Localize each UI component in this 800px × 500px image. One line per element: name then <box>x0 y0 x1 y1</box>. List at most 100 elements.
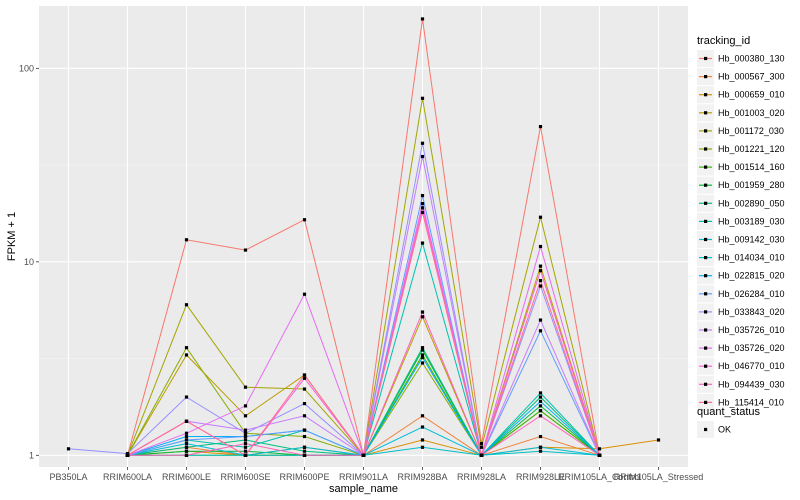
data-point <box>420 348 425 352</box>
x-axis-title: sample_name <box>329 483 398 495</box>
data-point <box>420 210 425 215</box>
legend-point <box>704 129 708 133</box>
data-point <box>243 248 248 252</box>
x-tick-label: RRIM928BA <box>397 472 447 482</box>
series-line-Hb_033843_020 <box>68 143 600 458</box>
data-point <box>420 414 425 418</box>
legend-tracking-id: tracking_id Hb_000380_130 Hb_000567_300 Hb… <box>697 35 785 411</box>
data-point <box>184 353 189 357</box>
legend-label: Hb_094439_030 <box>718 379 785 389</box>
legend-title: tracking_id <box>697 35 750 47</box>
data-point <box>538 395 543 399</box>
legend-label: Hb_000659_010 <box>718 90 785 100</box>
data-point <box>302 453 307 457</box>
legend-label: Hb_000567_300 <box>718 72 785 82</box>
x-tick-label: RRIM105LA_Stressed <box>614 472 704 482</box>
data-point <box>243 445 248 449</box>
data-point <box>243 428 248 432</box>
data-point <box>420 425 425 429</box>
data-point <box>479 441 484 446</box>
data-point <box>420 241 425 245</box>
x-tick-label: RRIM901LA <box>339 472 388 482</box>
data-point <box>538 409 543 413</box>
legend-quant-status: quant_status OK <box>697 406 760 438</box>
legend-point <box>704 274 708 278</box>
data-point <box>420 201 425 206</box>
data-point <box>538 244 543 249</box>
legend-label: Hb_000380_130 <box>718 54 785 64</box>
data-point <box>184 419 189 423</box>
data-point <box>597 453 602 457</box>
data-point <box>420 96 425 100</box>
data-point <box>420 154 425 159</box>
legend-point <box>704 75 708 79</box>
data-point <box>420 361 425 365</box>
legend-point <box>704 364 708 368</box>
data-point <box>538 318 543 322</box>
legend-point <box>704 292 708 296</box>
x-tick-label: RRIM105LA_Control <box>558 472 641 482</box>
data-point <box>420 141 425 145</box>
legend-label: Hb_035726_010 <box>718 325 785 335</box>
legend-label: Hb_115414_010 <box>718 397 784 407</box>
data-point <box>243 441 248 446</box>
data-point <box>302 434 307 439</box>
data-point <box>420 445 425 449</box>
legend-label: Hb_022815_020 <box>718 271 785 281</box>
legend-label: Hb_014034_010 <box>718 253 785 263</box>
data-point <box>184 445 189 449</box>
legend-label: Hb_003189_030 <box>718 216 785 226</box>
legend-point <box>704 328 708 332</box>
data-point <box>538 215 543 219</box>
y-tick-label: 100 <box>19 63 34 73</box>
data-point <box>125 452 130 456</box>
data-point <box>538 399 543 403</box>
legend-label: OK <box>718 425 731 435</box>
data-point <box>302 373 307 377</box>
legend-label: Hb_002890_050 <box>718 198 785 208</box>
x-tick-label: RRIM928LE <box>516 472 565 482</box>
y-axis: 1 10 100 <box>19 63 39 460</box>
data-point <box>243 431 248 435</box>
series-line-Hb_000659_010 <box>127 439 659 456</box>
legend-point <box>704 310 708 314</box>
legend-point <box>704 147 708 151</box>
data-point <box>302 449 307 453</box>
legend-label: Hb_001172_030 <box>718 126 784 136</box>
data-point <box>302 387 307 391</box>
y-axis-title: FPKM + 1 <box>6 212 18 261</box>
y-tick-label: 1 <box>29 450 34 460</box>
data-point <box>302 402 307 406</box>
data-point <box>538 449 543 453</box>
data-point <box>184 395 189 399</box>
legend-point <box>704 165 708 169</box>
data-point <box>420 17 425 21</box>
data-point <box>184 238 189 242</box>
data-point <box>184 453 189 457</box>
data-point <box>66 447 71 451</box>
data-point <box>243 453 248 457</box>
data-point <box>184 434 189 439</box>
x-tick-label: RRIM600LA <box>103 472 152 482</box>
data-point <box>302 376 307 380</box>
legend-label: Hb_046770_010 <box>718 361 785 371</box>
data-point <box>420 353 425 357</box>
data-point <box>538 391 543 395</box>
data-point <box>243 404 248 408</box>
data-point <box>656 438 661 442</box>
data-point <box>420 315 425 319</box>
data-point <box>184 441 189 446</box>
data-point <box>479 445 484 449</box>
legend-point <box>704 201 708 205</box>
data-point <box>479 453 484 457</box>
x-tick-label: PB350LA <box>49 472 87 482</box>
legend-point <box>704 346 708 350</box>
data-point <box>184 449 189 453</box>
data-point <box>184 303 189 307</box>
legend-point <box>704 256 708 260</box>
legend-label: Hb_001221_120 <box>718 144 785 154</box>
data-point <box>361 453 366 457</box>
y-tick-label: 10 <box>24 257 34 267</box>
data-point <box>243 385 248 389</box>
